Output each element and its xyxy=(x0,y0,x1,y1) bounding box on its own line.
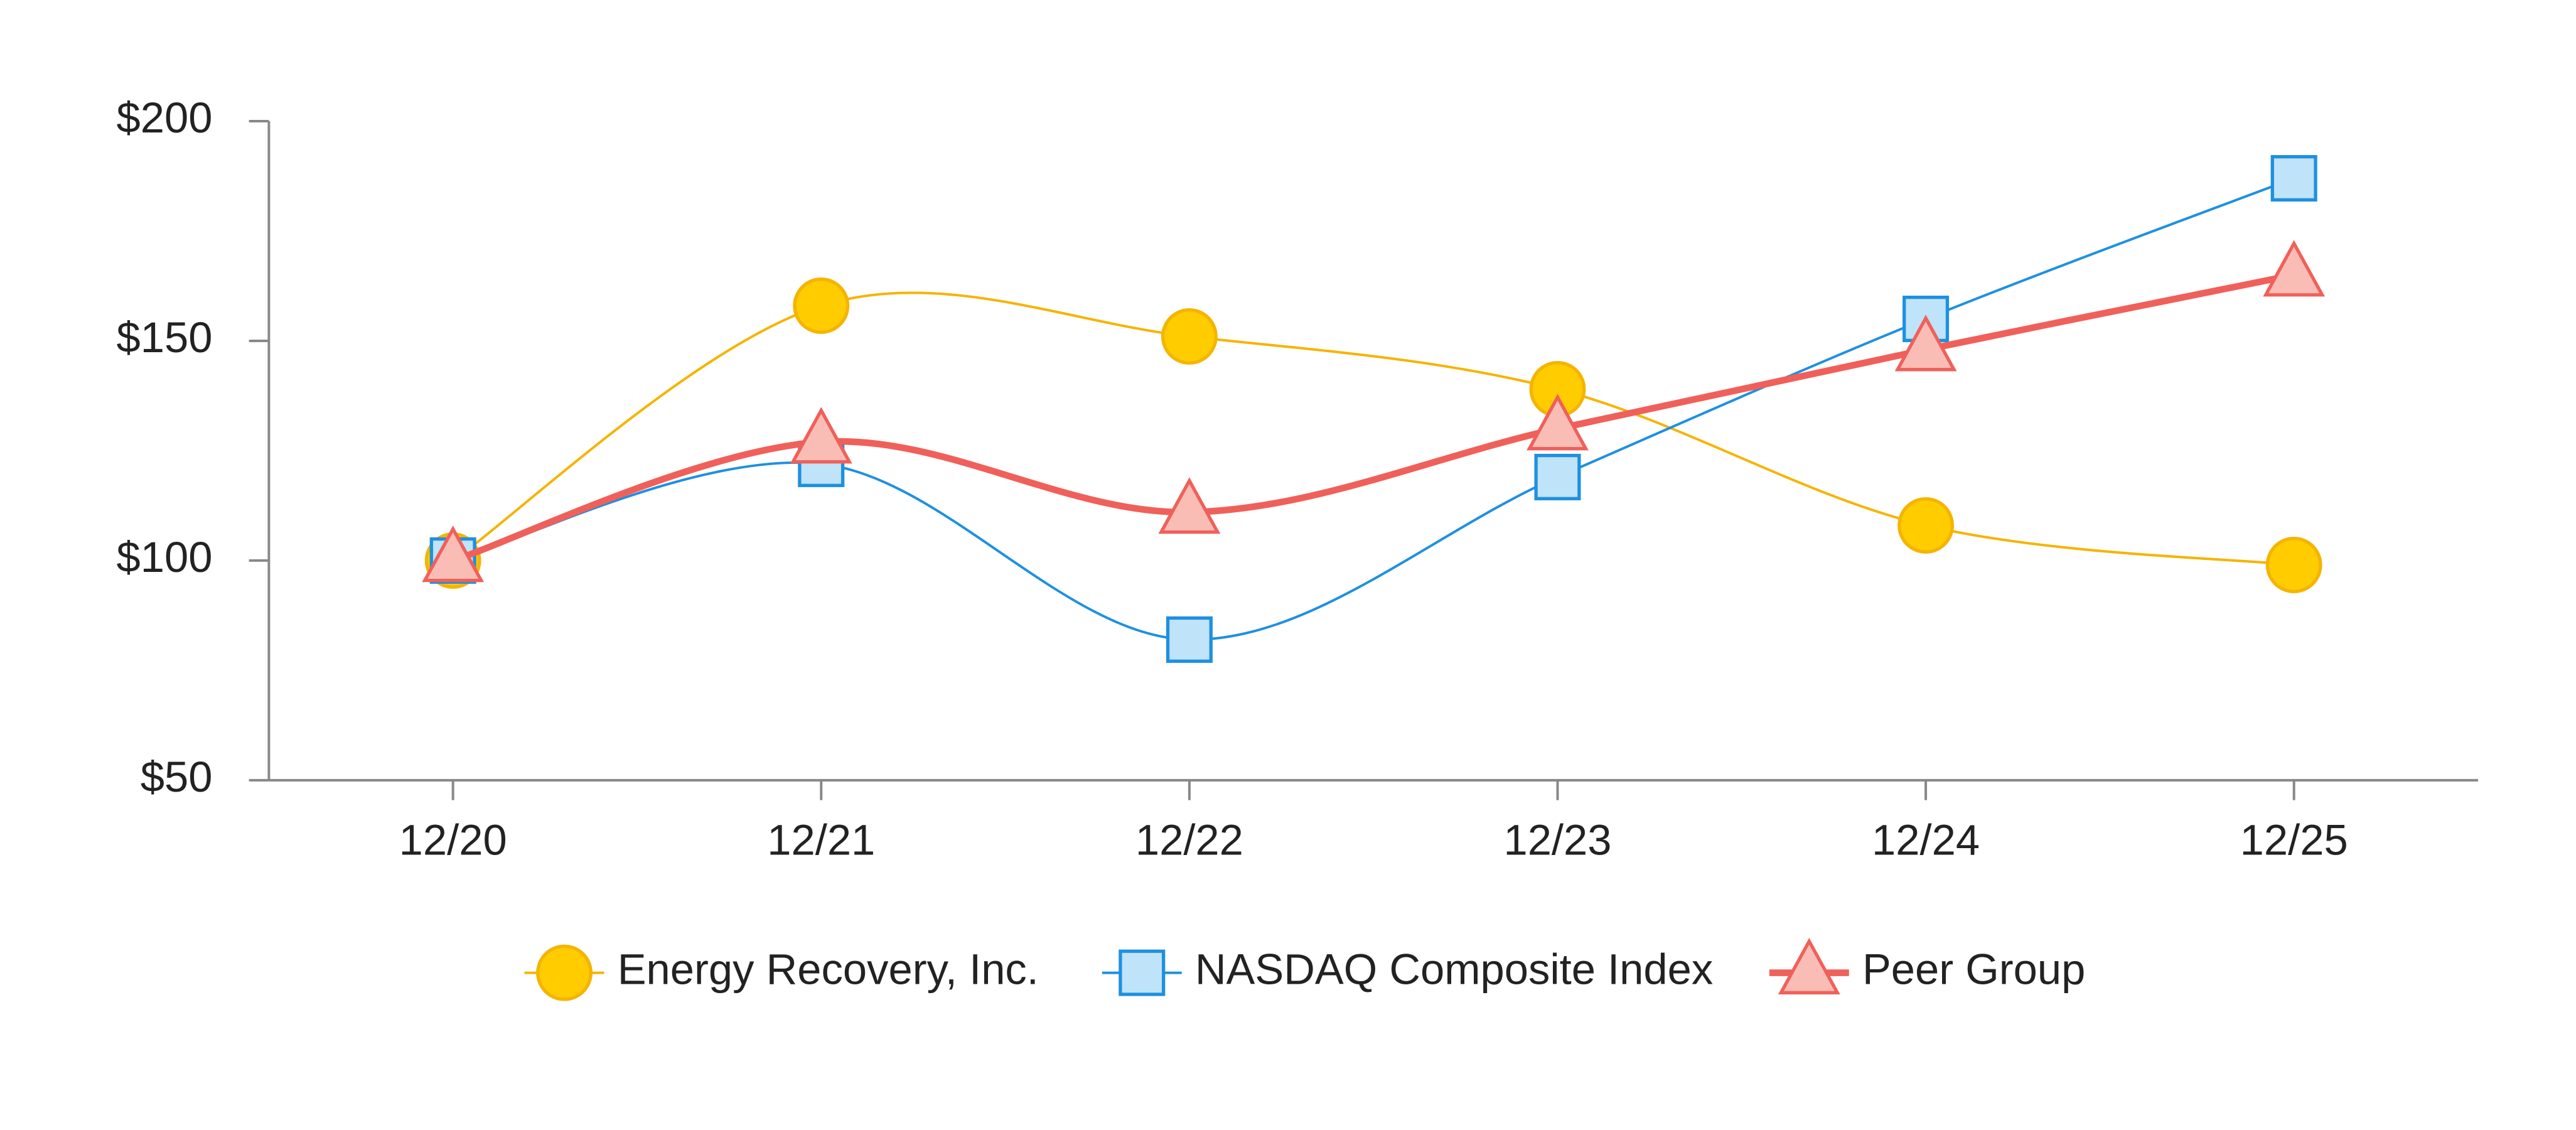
marker xyxy=(2265,536,2322,593)
y-tick-label: $150 xyxy=(117,313,213,362)
x-tick-label: 12/24 xyxy=(1872,815,1980,864)
marker xyxy=(1158,477,1221,534)
marker xyxy=(1534,453,1581,500)
marker xyxy=(2263,240,2326,297)
marker xyxy=(793,277,850,334)
marker xyxy=(1166,616,1213,663)
marker xyxy=(422,525,485,583)
x-tick-label: 12/25 xyxy=(2240,815,2348,864)
series-line xyxy=(453,177,2295,641)
x-tick-label: 12/23 xyxy=(1503,815,1611,864)
marker xyxy=(1894,315,1957,372)
marker xyxy=(1897,497,1955,554)
series-line xyxy=(452,291,2294,566)
marker xyxy=(536,944,593,1001)
marker xyxy=(2270,155,2317,202)
legend-label: Peer Group xyxy=(1862,945,2085,994)
legend-label: NASDAQ Composite Index xyxy=(1195,945,1713,994)
legend-item: Energy Recovery, Inc. xyxy=(524,944,1039,1001)
y-tick-label: $100 xyxy=(117,533,213,581)
marker xyxy=(1778,937,1840,994)
x-tick-label: 12/20 xyxy=(399,815,507,864)
x-tick-label: 12/21 xyxy=(767,815,875,864)
marker xyxy=(790,407,852,464)
legend-item: NASDAQ Composite Index xyxy=(1102,945,1713,996)
marker xyxy=(1161,308,1218,365)
y-tick-label: $50 xyxy=(141,753,213,801)
legend-label: Energy Recovery, Inc. xyxy=(618,945,1039,994)
legend-item: Peer Group xyxy=(1769,937,2085,994)
y-tick-label: $200 xyxy=(117,94,213,142)
series xyxy=(422,240,2326,583)
series-line xyxy=(452,271,2295,564)
marker xyxy=(1527,394,1589,451)
marker xyxy=(1119,949,1166,996)
series xyxy=(429,155,2317,663)
x-tick-label: 12/22 xyxy=(1135,815,1243,864)
